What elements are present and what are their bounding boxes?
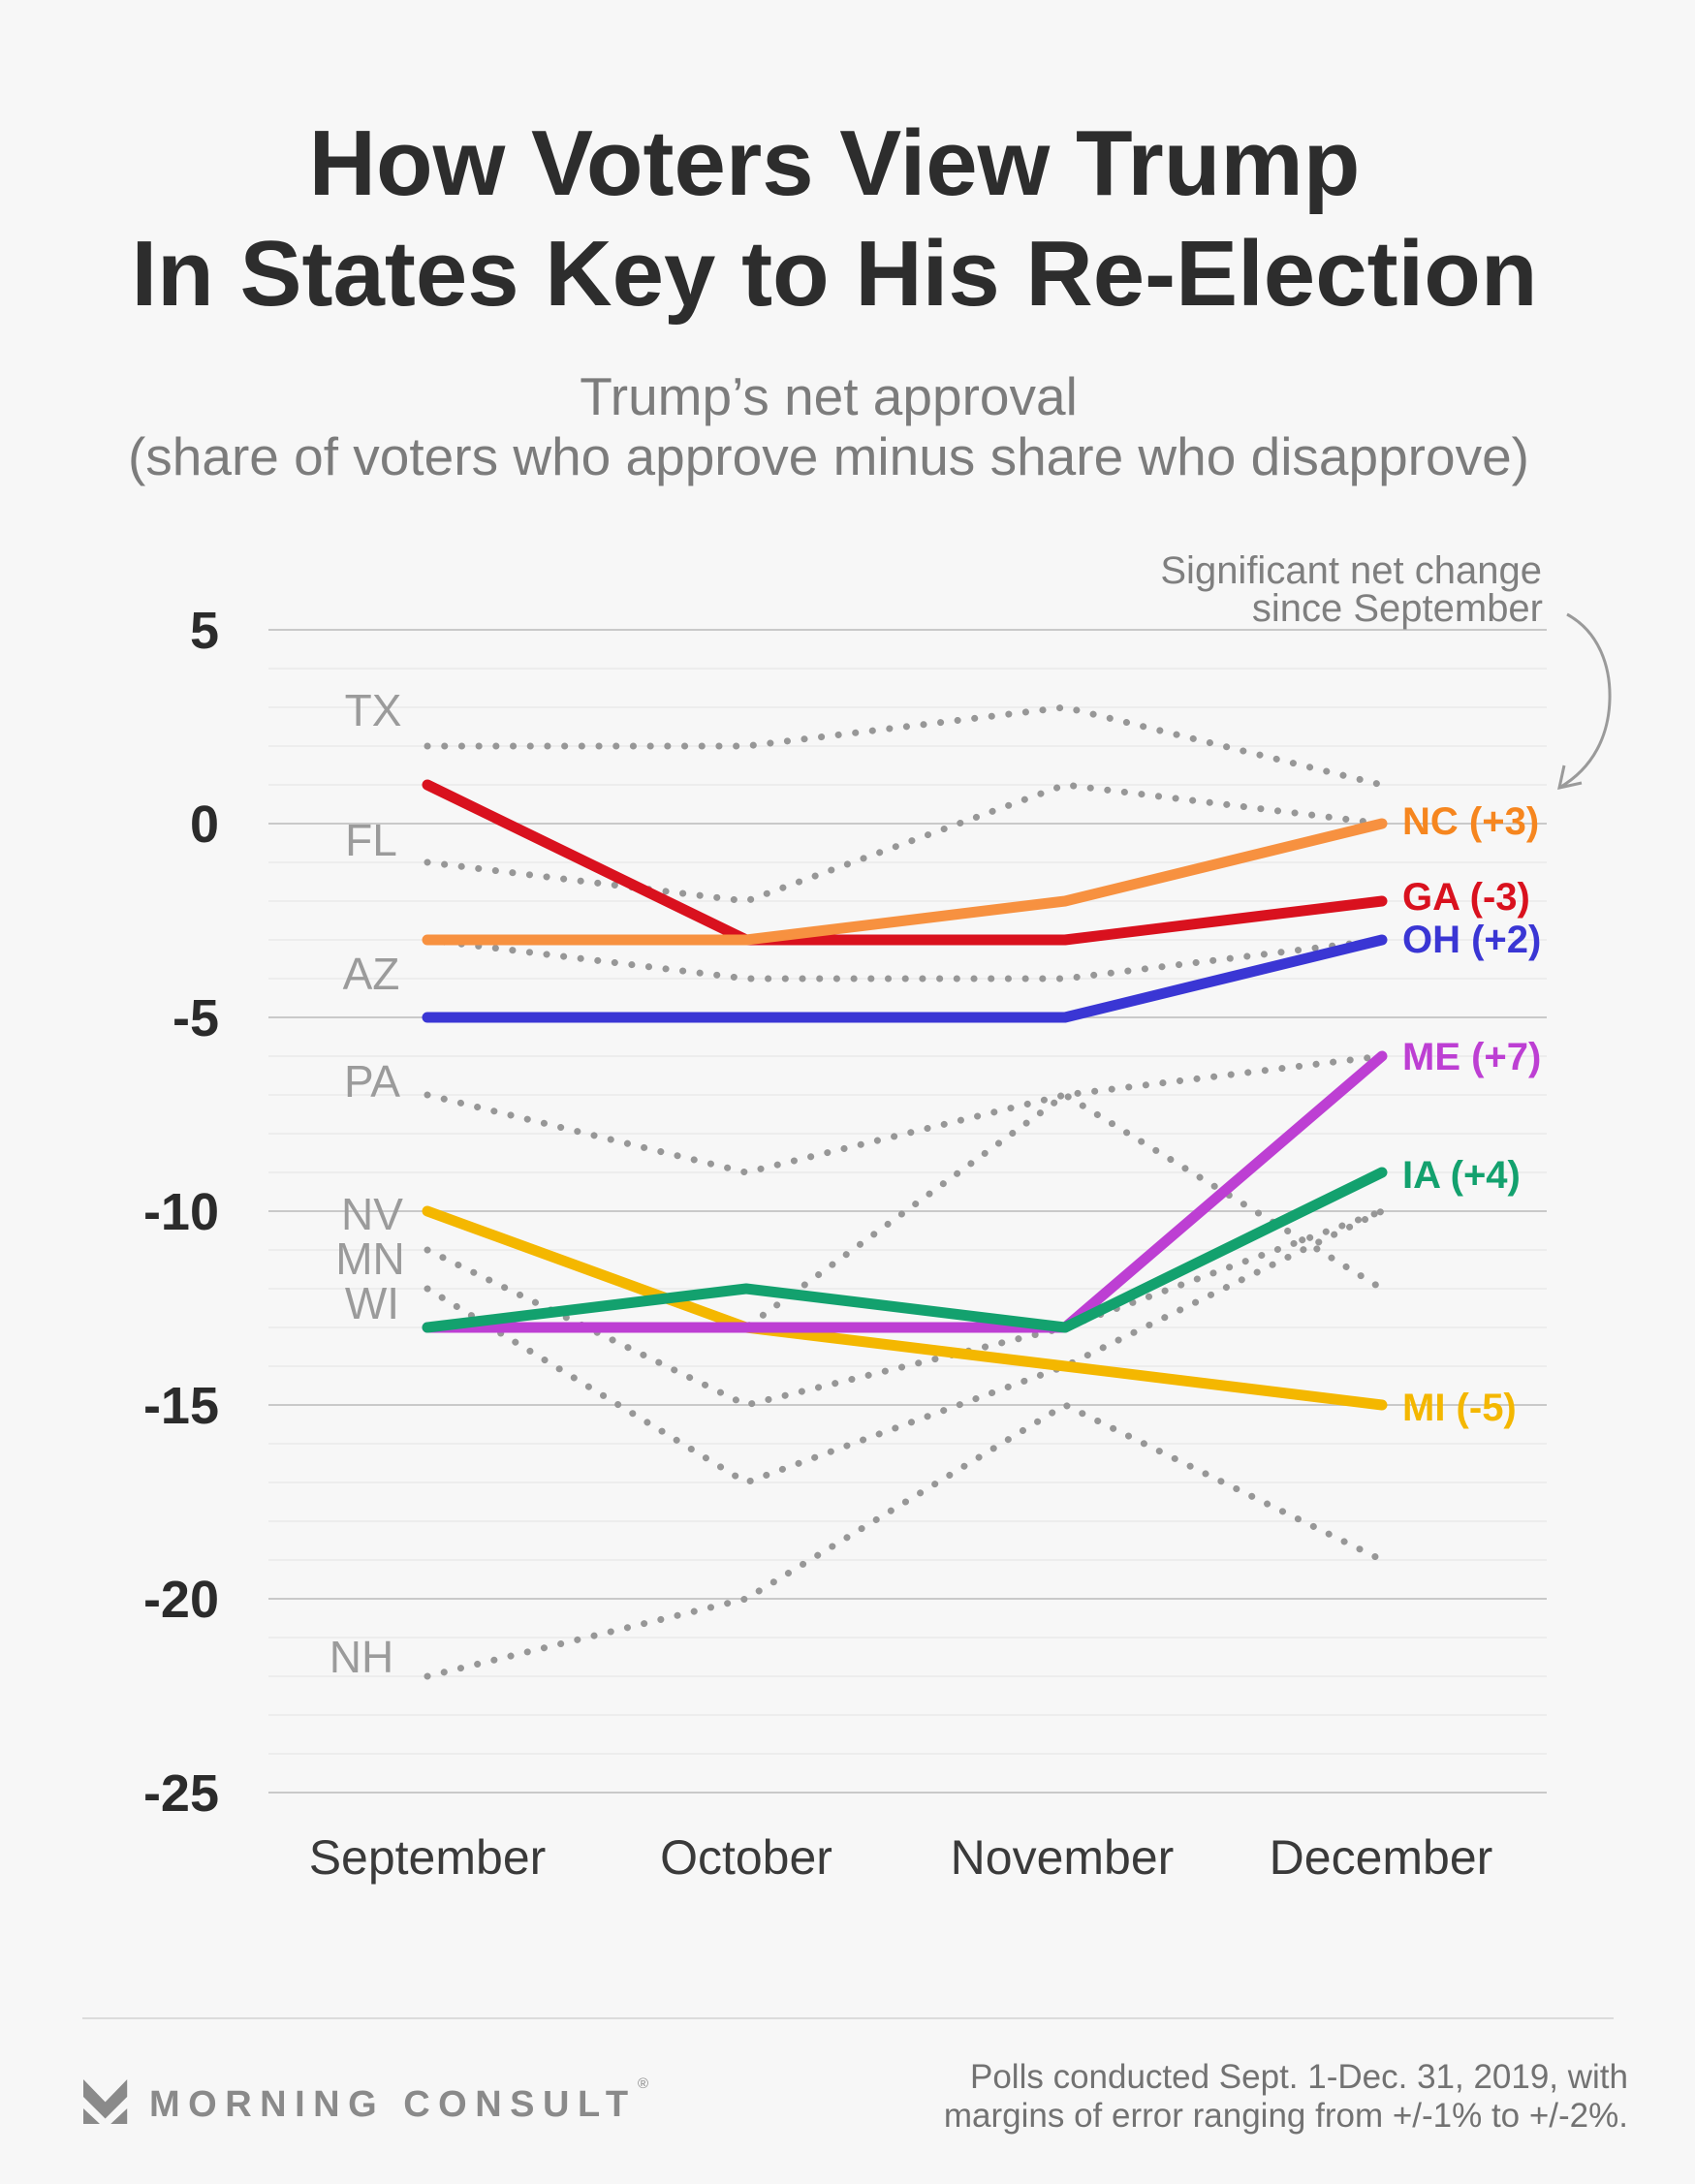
svg-text:-10: -10 — [143, 1183, 219, 1241]
svg-text:-15: -15 — [143, 1377, 219, 1435]
svg-text:NH: NH — [330, 1632, 393, 1682]
svg-text:Significant net change: Significant net change — [1160, 549, 1542, 592]
svg-text:GA (-3): GA (-3) — [1402, 876, 1530, 919]
svg-text:OH (+2): OH (+2) — [1402, 919, 1541, 961]
svg-text:-25: -25 — [143, 1764, 219, 1823]
svg-text:-5: -5 — [173, 989, 219, 1047]
svg-text:November: November — [951, 1830, 1175, 1885]
svg-text:NV: NV — [341, 1189, 403, 1239]
svg-text:0: 0 — [190, 796, 219, 854]
svg-text:NC (+3): NC (+3) — [1402, 800, 1539, 843]
svg-text:TX: TX — [345, 685, 402, 735]
svg-text:MN: MN — [335, 1233, 405, 1284]
svg-text:September: September — [309, 1830, 547, 1885]
svg-text:since September: since September — [1252, 587, 1543, 630]
svg-text:ME (+7): ME (+7) — [1402, 1036, 1541, 1078]
svg-text:PA: PA — [344, 1056, 400, 1107]
svg-text:AZ: AZ — [343, 949, 400, 999]
svg-text:-20: -20 — [143, 1571, 219, 1629]
svg-text:WI: WI — [345, 1278, 399, 1328]
svg-text:MI (-5): MI (-5) — [1402, 1387, 1517, 1429]
svg-text:IA (+4): IA (+4) — [1402, 1154, 1521, 1197]
svg-text:December: December — [1270, 1830, 1493, 1885]
svg-text:FL: FL — [345, 815, 397, 865]
svg-text:5: 5 — [190, 602, 219, 660]
svg-text:October: October — [660, 1830, 832, 1885]
